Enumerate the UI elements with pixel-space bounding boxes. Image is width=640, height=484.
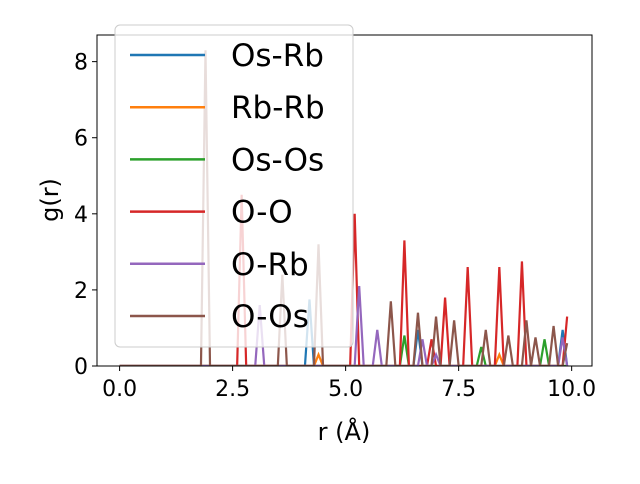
- y-tick-label: 0: [74, 355, 88, 380]
- legend-label: Rb-Rb: [231, 90, 325, 126]
- y-tick-label: 8: [74, 51, 88, 76]
- x-axis-label: r (Å): [318, 417, 371, 446]
- series-line: [119, 50, 569, 366]
- legend-label: O-Rb: [231, 247, 309, 283]
- legend: Os-Rb Rb-Rb Os-Os O-O O-Rb O-Os: [114, 24, 354, 348]
- legend-label: Os-Rb: [231, 38, 324, 74]
- series-line: [119, 335, 568, 366]
- x-tick-label: 5.0: [328, 377, 363, 402]
- x-tick-label: 10.0: [547, 377, 596, 402]
- y-axis-label: g(r): [36, 178, 64, 222]
- legend-label: O-O: [231, 195, 293, 231]
- x-tick-label: 0.0: [102, 377, 137, 402]
- legend-label: O-Os: [231, 299, 309, 335]
- y-tick-label: 4: [74, 203, 88, 228]
- legend-box: [114, 24, 354, 348]
- x-tick-label: 2.5: [215, 377, 250, 402]
- y-tick-label: 6: [74, 127, 88, 152]
- legend-label: Os-Os: [231, 142, 324, 178]
- y-tick-label: 2: [74, 279, 88, 304]
- series-line: [119, 351, 568, 366]
- x-tick-label: 7.5: [441, 377, 476, 402]
